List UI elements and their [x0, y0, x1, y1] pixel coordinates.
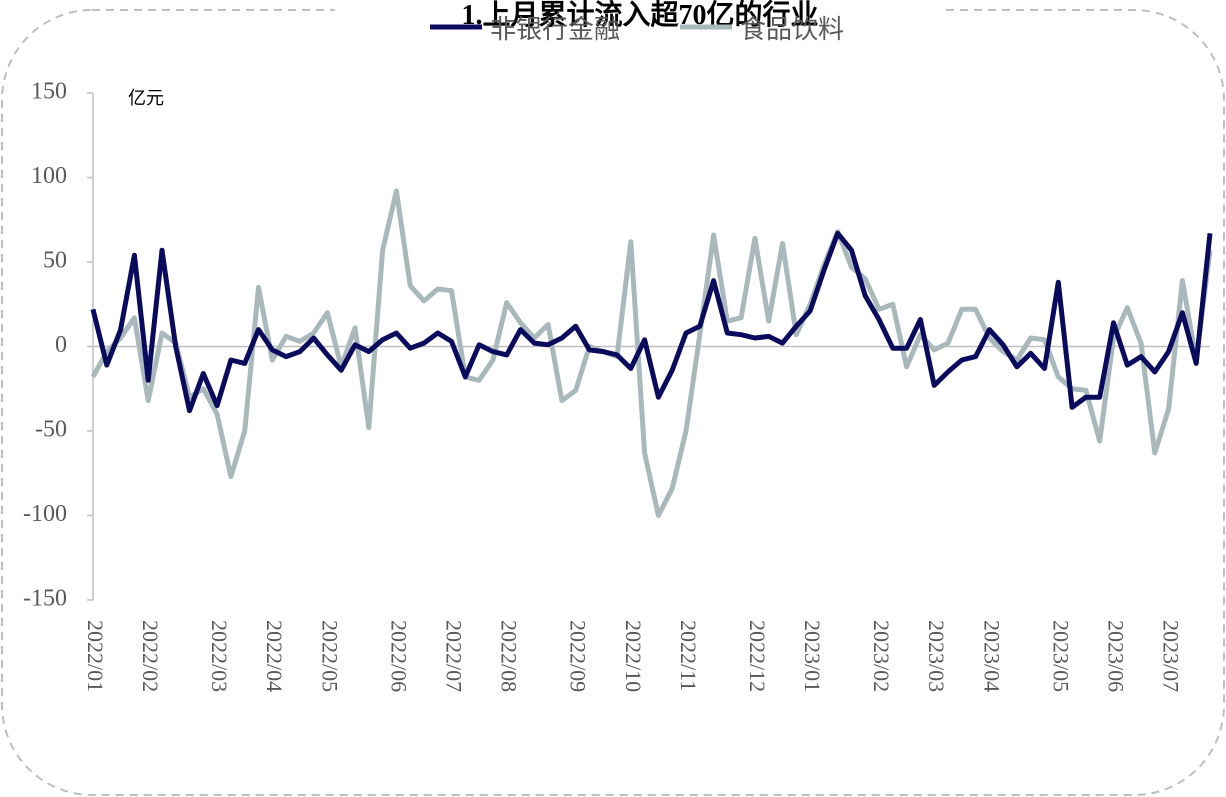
x-tick-label: 2022/09: [566, 620, 591, 692]
y-tick-label: -50: [35, 417, 67, 443]
x-tick-label: 2022/11: [676, 620, 701, 691]
series-line: [90, 230, 1213, 414]
y-tick-label: 0: [55, 332, 67, 358]
y-unit: 亿元: [128, 88, 164, 108]
x-tick-label: 2022/06: [386, 620, 411, 692]
legend-label: 食品饮料: [740, 15, 844, 44]
x-tick-label: 2022/03: [207, 620, 232, 692]
x-tick-label: 2022/04: [262, 620, 287, 692]
x-tick-label: 2023/05: [1048, 620, 1073, 692]
x-tick-label: 2023/06: [1103, 620, 1128, 692]
x-tick-label: 2023/01: [800, 620, 825, 692]
chart-title: 1.上月累计流入超70亿的行业: [461, 0, 818, 31]
x-tick-label: 2022/08: [497, 620, 522, 692]
x-tick-label: 2022/10: [621, 620, 646, 692]
y-tick-label: 150: [31, 79, 67, 105]
x-tick-label: 2023/07: [1159, 620, 1184, 692]
legend-label: 非银行金融: [490, 15, 620, 44]
x-tick-label: 2023/04: [979, 620, 1004, 692]
x-tick-label: 2022/02: [138, 620, 163, 692]
series-line: [90, 188, 1213, 518]
y-tick-label: 100: [31, 163, 67, 189]
x-tick-label: 2022/12: [745, 620, 770, 692]
y-tick-label: 50: [43, 248, 67, 274]
x-tick-label: 2022/07: [441, 620, 466, 692]
y-tick-label: -100: [23, 501, 67, 527]
x-tick-label: 2023/03: [924, 620, 949, 692]
x-tick-label: 2023/02: [869, 620, 894, 692]
title-bg: [335, 0, 945, 22]
y-tick-label: -150: [23, 586, 67, 612]
x-tick-label: 2022/01: [83, 620, 108, 692]
x-tick-label: 2022/05: [317, 620, 342, 692]
